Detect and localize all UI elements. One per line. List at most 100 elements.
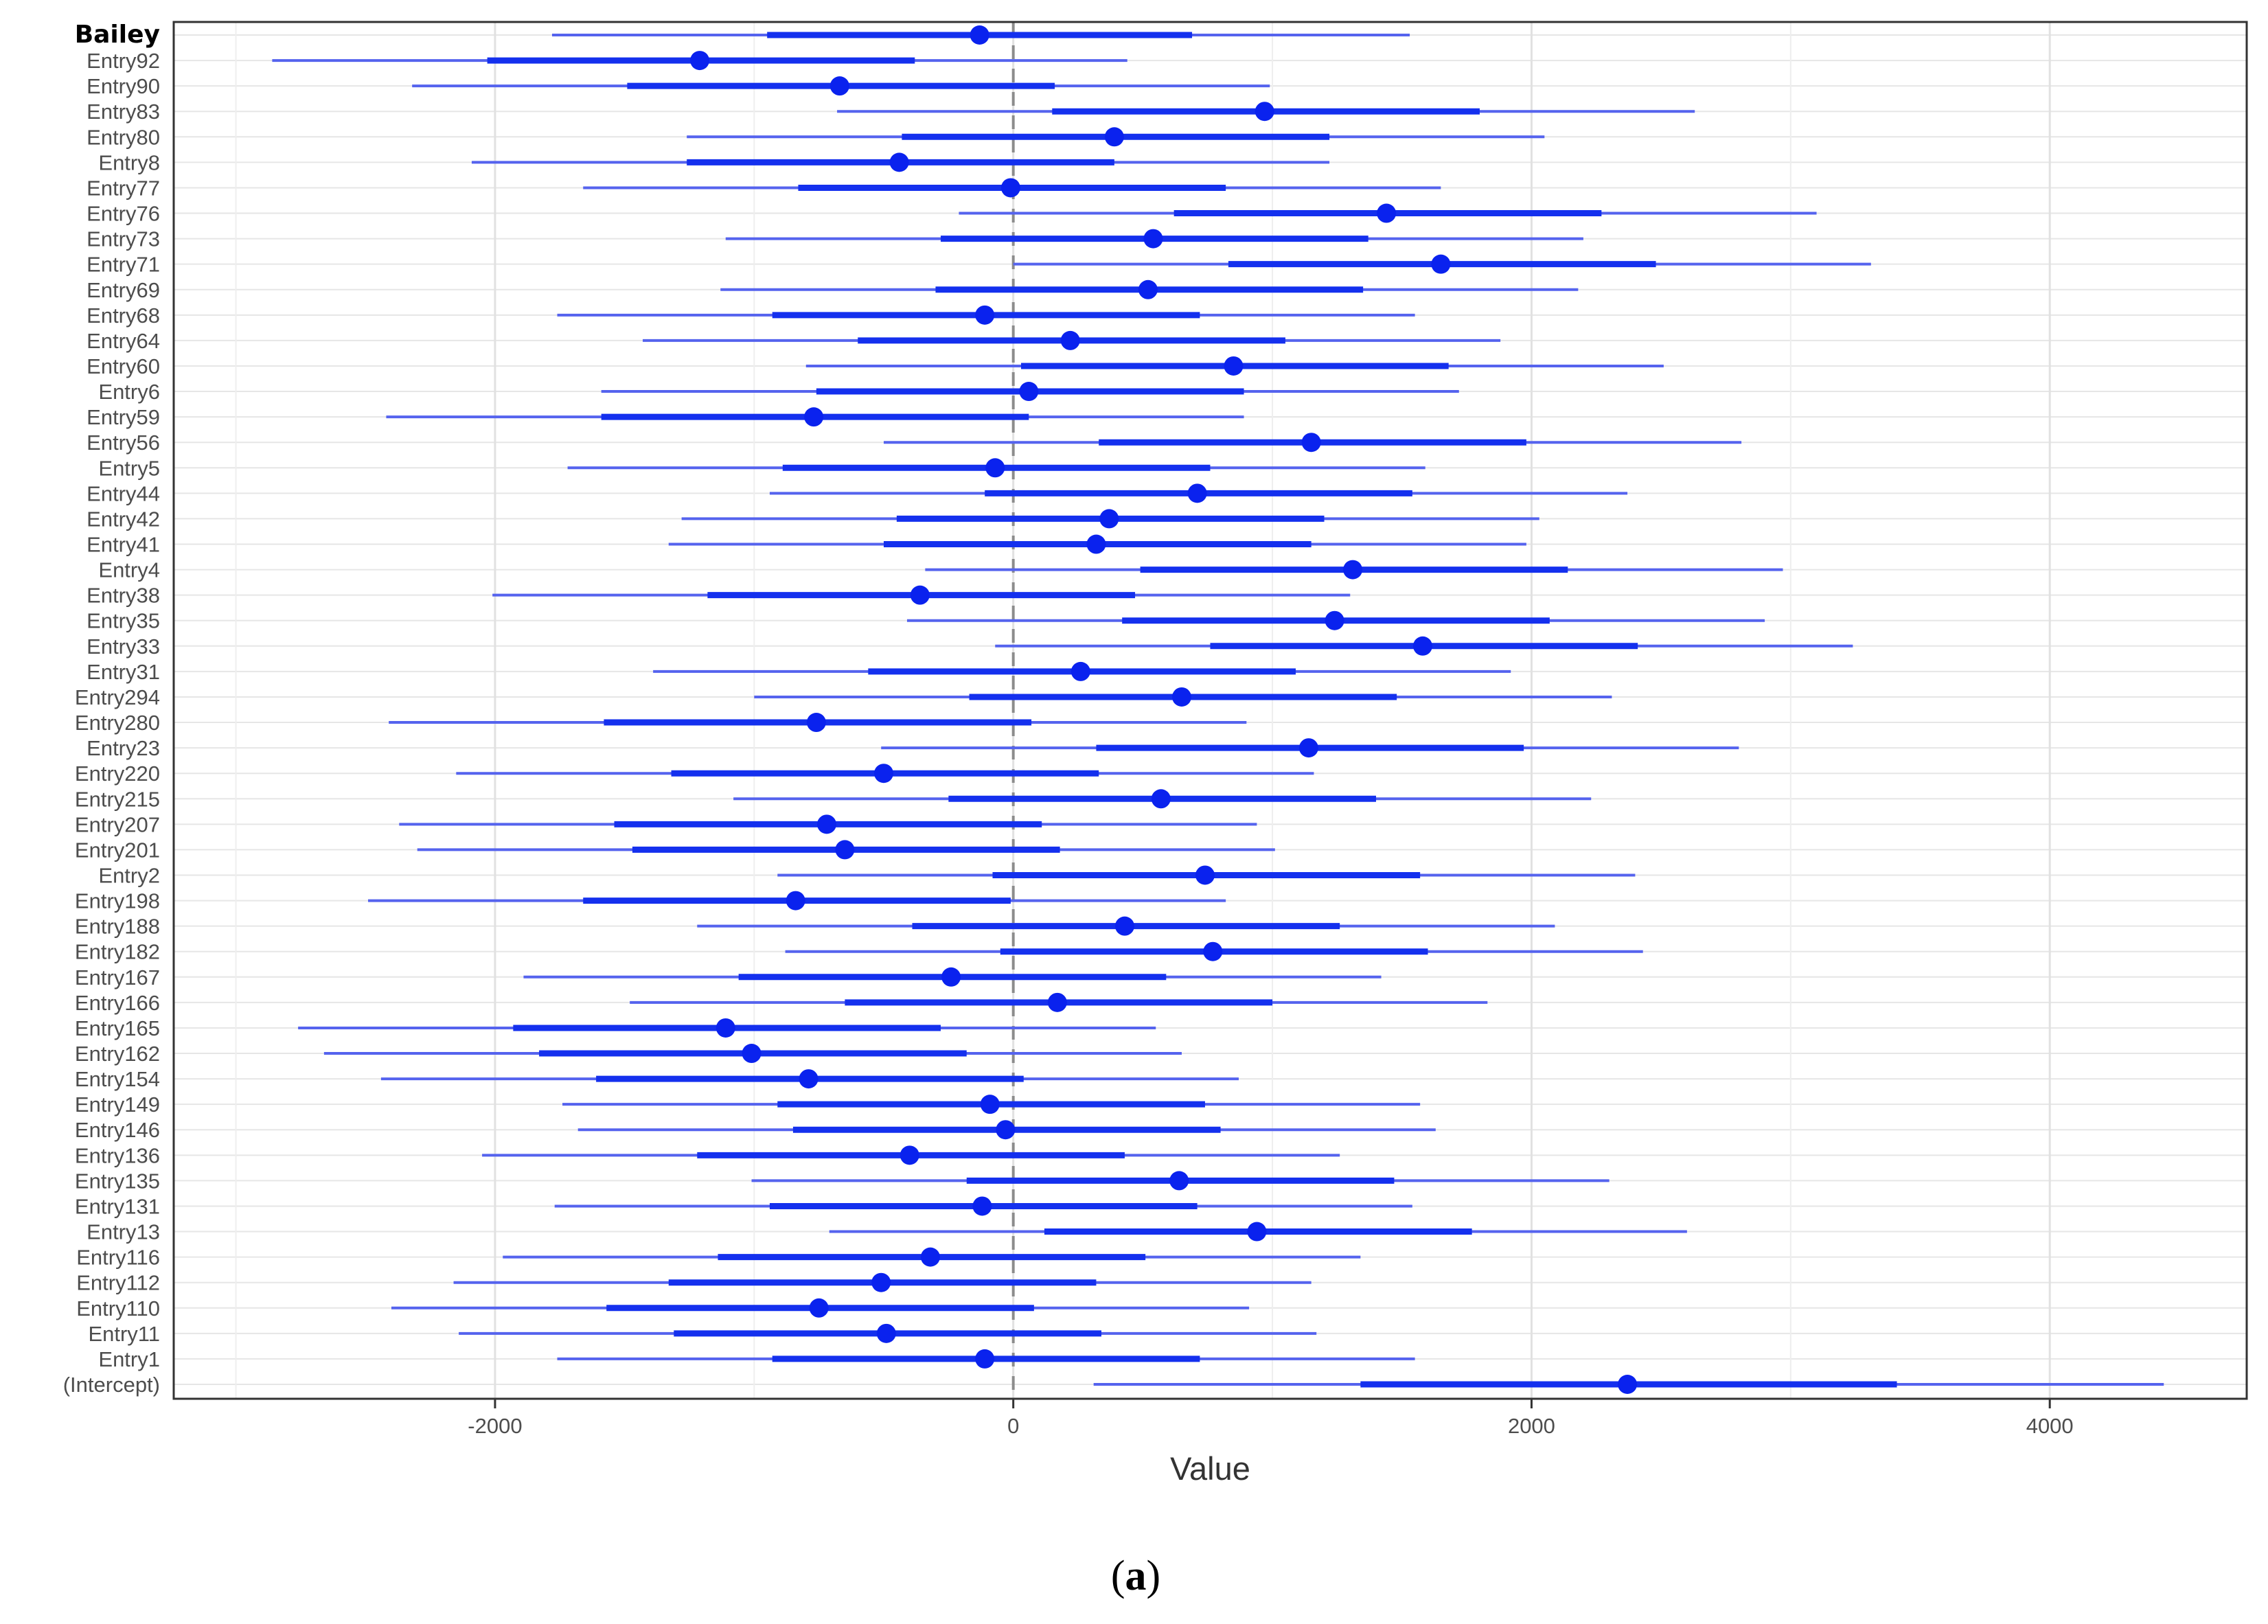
point-estimate: [985, 458, 1005, 478]
row-label: Entry8: [98, 150, 160, 174]
row-Entry68: [557, 305, 1415, 325]
grid: [174, 22, 2247, 1399]
point-estimate: [975, 305, 995, 325]
row-Entry8: [471, 152, 1330, 172]
row-label: Entry110: [76, 1296, 160, 1320]
row-label: Entry73: [87, 227, 160, 251]
point-estimate: [1618, 1375, 1638, 1394]
row-Entry92: [272, 51, 1127, 71]
point-estimate: [1203, 941, 1223, 961]
caption-letter: a: [1125, 1553, 1147, 1599]
row-label: Entry188: [75, 915, 160, 939]
point-estimate: [1099, 509, 1119, 529]
point-estimate: [809, 1298, 829, 1318]
row-label: Entry68: [87, 304, 160, 328]
point-estimate: [975, 1349, 995, 1369]
row-Entry38: [492, 585, 1351, 605]
row-label: Entry198: [75, 889, 160, 913]
point-estimate: [1377, 203, 1397, 223]
point-estimate: [1151, 789, 1171, 809]
row-Entry42: [681, 509, 1539, 529]
caption-close-paren: ): [1147, 1553, 1161, 1599]
point-estimate: [874, 764, 894, 784]
row-label: Entry1: [98, 1347, 160, 1371]
point-estimate: [910, 585, 930, 605]
row-Entry188: [697, 916, 1555, 936]
point-estimate: [1138, 279, 1158, 299]
row-Entry4: [925, 560, 1783, 580]
row-Entry136: [482, 1145, 1340, 1165]
row-label: Entry207: [75, 812, 160, 836]
row-Entry112: [453, 1272, 1311, 1292]
row-Entry220: [456, 764, 1314, 784]
row-label: Entry69: [87, 278, 160, 302]
row-label: Entry4: [98, 558, 160, 582]
point-estimate: [1255, 102, 1274, 122]
row-Entry116: [503, 1247, 1361, 1267]
row-Entry154: [380, 1069, 1239, 1089]
point-estimate: [1000, 178, 1020, 198]
point-estimate: [1060, 330, 1080, 350]
row-Entry198: [368, 891, 1226, 911]
row-Entry110: [391, 1298, 1250, 1318]
row-label: Entry35: [87, 609, 160, 633]
point-estimate: [889, 152, 909, 172]
row-label: Entry166: [75, 991, 160, 1015]
figure-caption: (a): [1111, 1553, 1160, 1599]
row-Entry146: [577, 1120, 1436, 1140]
row-label: Entry56: [87, 431, 160, 455]
x-axis-ticks: -2000 0 2000 4000: [468, 1399, 2074, 1438]
row-Entry56: [884, 433, 1742, 453]
point-estimate: [715, 1018, 735, 1038]
row-label: Entry5: [98, 456, 160, 480]
row-label: Entry76: [87, 202, 160, 226]
point-estimate: [1019, 382, 1039, 402]
point-estimate: [900, 1145, 919, 1165]
row-Entry167: [523, 967, 1382, 987]
row-label: Entry38: [87, 584, 160, 608]
row-Entry80: [687, 127, 1545, 147]
point-estimate: [970, 25, 989, 45]
row-Entry1: [557, 1349, 1415, 1369]
row-Entry73: [725, 229, 1583, 249]
panel-border: [172, 21, 2248, 1400]
row-label: Entry112: [76, 1271, 160, 1295]
row-label: Entry220: [75, 762, 160, 786]
row-Entry41: [668, 534, 1526, 554]
row-Entry215: [733, 789, 1592, 809]
point-estimate: [1169, 1171, 1189, 1191]
row-label: Entry64: [87, 329, 160, 353]
row-Entry77: [583, 178, 1441, 198]
point-estimate: [972, 1196, 992, 1216]
row-label: Entry131: [75, 1194, 160, 1218]
row-label: Entry6: [98, 380, 160, 404]
row-Entry5: [567, 458, 1425, 478]
point-estimate: [871, 1272, 891, 1292]
row-label: Entry135: [75, 1169, 160, 1193]
row-Entry59: [386, 407, 1244, 427]
point-estimate: [1114, 916, 1134, 936]
row-Entry135: [751, 1171, 1610, 1191]
row-Entry76: [959, 203, 1817, 223]
row-label: Entry165: [75, 1016, 160, 1040]
row-Bailey: [551, 25, 1410, 45]
point-estimate: [1224, 356, 1244, 376]
row-label: Entry33: [87, 634, 160, 659]
point-estimate: [920, 1247, 940, 1267]
row-label: Entry31: [87, 660, 160, 684]
row-Entry33: [995, 636, 1853, 656]
point-estimate: [876, 1323, 896, 1343]
row-label: Entry280: [75, 711, 160, 735]
x-tick-label: 4000: [2026, 1414, 2074, 1438]
row-Entry2: [777, 865, 1636, 885]
point-estimate: [690, 51, 710, 71]
point-estimate: [1086, 534, 1106, 554]
row-Entry23: [881, 738, 1739, 758]
point-estimate: [786, 891, 805, 911]
row-Entry149: [562, 1095, 1421, 1114]
point-estimate: [1247, 1222, 1267, 1242]
row-Entry83: [837, 102, 1695, 122]
row-label: Entry41: [87, 533, 160, 557]
row-label: Entry162: [75, 1042, 160, 1066]
